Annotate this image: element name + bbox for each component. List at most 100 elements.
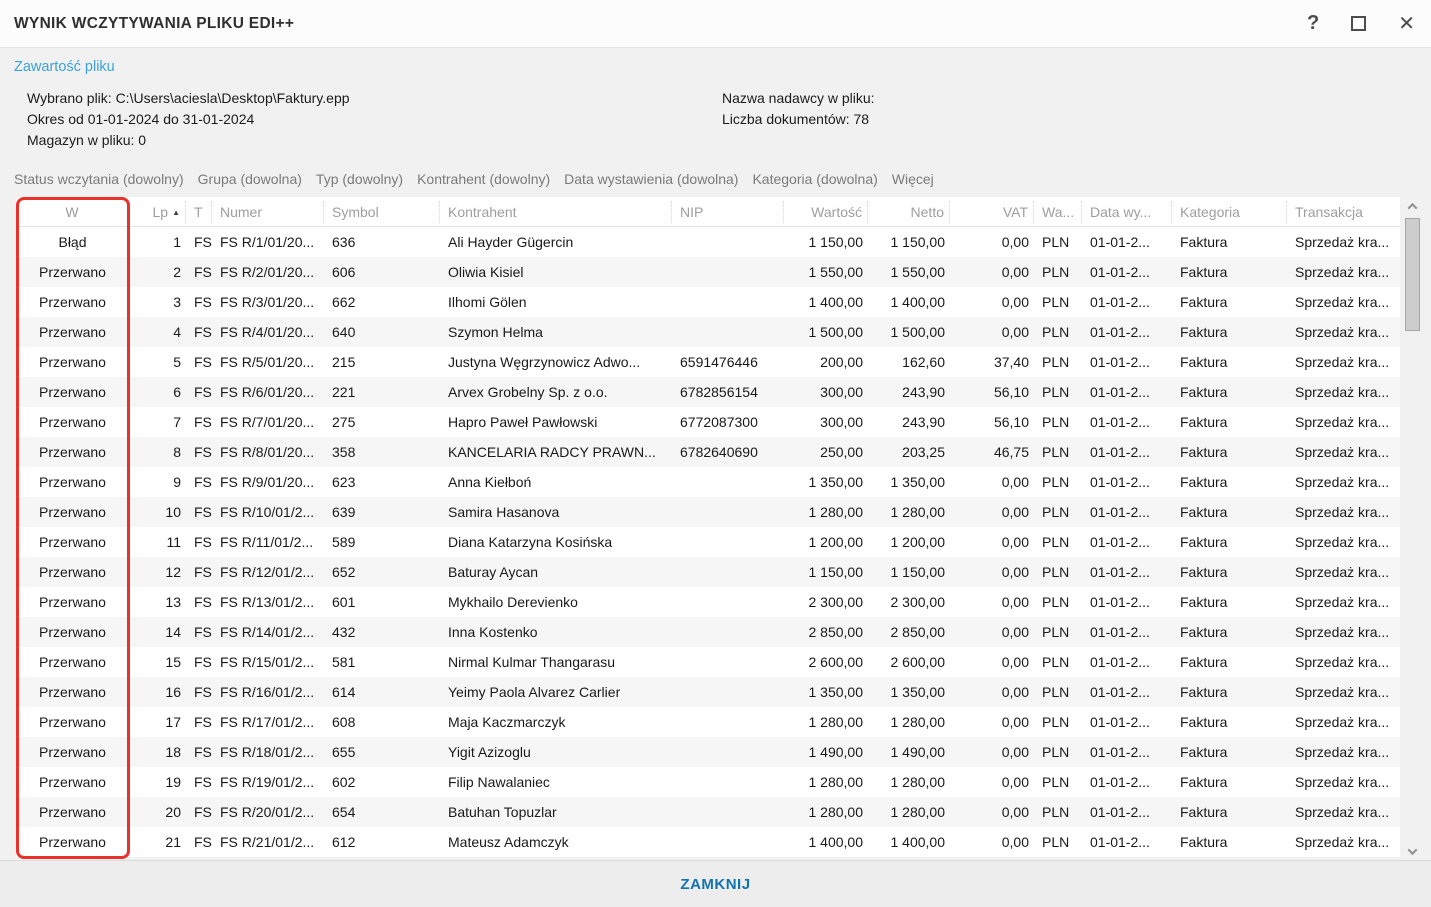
cell-kontrahent: Diana Katarzyna Kosińska [440, 534, 672, 550]
column-header-numer[interactable]: Numer [212, 201, 324, 223]
table-row[interactable]: Przerwano6FSFS R/6/01/20...221Arvex Grob… [16, 377, 1400, 407]
cell-transakcja: Sprzedaż kra... [1287, 294, 1400, 310]
cell-symbol: 608 [324, 714, 440, 730]
cell-numer: FS R/10/01/2... [212, 504, 324, 520]
scrollbar-thumb[interactable] [1405, 218, 1420, 331]
column-header-w[interactable]: W [16, 201, 129, 223]
scroll-up-icon[interactable] [1403, 197, 1422, 215]
column-header-kategoria[interactable]: Kategoria [1172, 201, 1287, 223]
cell-netto: 1 280,00 [868, 504, 950, 520]
cell-transakcja: Sprzedaż kra... [1287, 234, 1400, 250]
filter-item-5[interactable]: Data wystawienia (dowolna) [564, 171, 738, 187]
cell-numer: FS R/19/01/2... [212, 774, 324, 790]
cell-kategoria: Faktura [1172, 354, 1287, 370]
cell-data_wystawienia: 01-01-2... [1082, 654, 1172, 670]
column-header-nip[interactable]: NIP [672, 201, 784, 223]
column-header-data_wystawienia[interactable]: Data wy... [1082, 201, 1172, 223]
cell-kategoria: Faktura [1172, 774, 1287, 790]
filter-item-7[interactable]: Więcej [892, 171, 934, 187]
table-row[interactable]: Przerwano10FSFS R/10/01/2...639Samira Ha… [16, 497, 1400, 527]
cell-symbol: 601 [324, 594, 440, 610]
table-row[interactable]: Przerwano21FSFS R/21/01/2...612Mateusz A… [16, 827, 1400, 857]
cell-data_wystawienia: 01-01-2... [1082, 474, 1172, 490]
filter-item-1[interactable]: Status wczytania (dowolny) [14, 171, 184, 187]
table-row[interactable]: Przerwano7FSFS R/7/01/20...275Hapro Pawe… [16, 407, 1400, 437]
cell-w: Przerwano [16, 504, 129, 520]
column-header-kontrahent[interactable]: Kontrahent [440, 201, 672, 223]
cell-kategoria: Faktura [1172, 234, 1287, 250]
file-contents-link[interactable]: Zawartość pliku [14, 59, 115, 75]
cell-t: FS [186, 774, 212, 790]
cell-lp: 12 [129, 564, 186, 580]
cell-w: Przerwano [16, 264, 129, 280]
cell-symbol: 606 [324, 264, 440, 280]
vertical-scrollbar[interactable] [1403, 197, 1422, 860]
table-header-row: WLp▲TNumerSymbolKontrahentNIPWartośćNett… [16, 197, 1400, 227]
column-header-transakcja[interactable]: Transakcja [1287, 201, 1400, 223]
scroll-down-icon[interactable] [1403, 842, 1422, 860]
cell-transakcja: Sprzedaż kra... [1287, 774, 1400, 790]
cell-t: FS [186, 504, 212, 520]
cell-w: Przerwano [16, 384, 129, 400]
table-row[interactable]: Przerwano19FSFS R/19/01/2...602Filip Naw… [16, 767, 1400, 797]
filter-item-6[interactable]: Kategoria (dowolna) [752, 171, 877, 187]
column-header-symbol[interactable]: Symbol [324, 201, 440, 223]
zamknij-button[interactable]: ZAMKNIJ [680, 876, 750, 893]
cell-wartosc: 1 490,00 [784, 744, 868, 760]
cell-numer: FS R/21/01/2... [212, 834, 324, 850]
filter-item-4[interactable]: Kontrahent (dowolny) [417, 171, 550, 187]
table-row[interactable]: Przerwano18FSFS R/18/01/2...655Yigit Azi… [16, 737, 1400, 767]
cell-netto: 243,90 [868, 414, 950, 430]
cell-numer: FS R/11/01/2... [212, 534, 324, 550]
column-header-wartosc[interactable]: Wartość [784, 201, 868, 223]
cell-w: Przerwano [16, 564, 129, 580]
cell-wartosc: 200,00 [784, 354, 868, 370]
cell-waluta: PLN [1034, 804, 1082, 820]
table-row[interactable]: Przerwano9FSFS R/9/01/20...623Anna Kiełb… [16, 467, 1400, 497]
filter-bar: Status wczytania (dowolny) Grupa (dowolna… [14, 171, 934, 187]
cell-t: FS [186, 624, 212, 640]
cell-kategoria: Faktura [1172, 414, 1287, 430]
cell-waluta: PLN [1034, 324, 1082, 340]
table-row[interactable]: Przerwano16FSFS R/16/01/2...614Yeimy Pao… [16, 677, 1400, 707]
cell-lp: 21 [129, 834, 186, 850]
table-row[interactable]: Przerwano14FSFS R/14/01/2...432Inna Kost… [16, 617, 1400, 647]
cell-numer: FS R/5/01/20... [212, 354, 324, 370]
table-row[interactable]: Przerwano3FSFS R/3/01/20...662Ilhomi Göl… [16, 287, 1400, 317]
cell-kontrahent: Samira Hasanova [440, 504, 672, 520]
cell-kontrahent: Yeimy Paola Alvarez Carlier [440, 684, 672, 700]
column-header-t[interactable]: T [186, 201, 212, 223]
table-row[interactable]: Błąd1FSFS R/1/01/20...636Ali Hayder Güge… [16, 227, 1400, 257]
cell-w: Przerwano [16, 324, 129, 340]
column-header-waluta[interactable]: Wa... [1034, 201, 1082, 223]
table-row[interactable]: Przerwano12FSFS R/12/01/2...652Baturay A… [16, 557, 1400, 587]
documents-table: WLp▲TNumerSymbolKontrahentNIPWartośćNett… [16, 197, 1400, 857]
table-row[interactable]: Przerwano8FSFS R/8/01/20...358KANCELARIA… [16, 437, 1400, 467]
cell-wartosc: 1 400,00 [784, 834, 868, 850]
cell-symbol: 215 [324, 354, 440, 370]
column-header-vat[interactable]: VAT [950, 201, 1034, 223]
filter-item-3[interactable]: Typ (dowolny) [316, 171, 403, 187]
cell-symbol: 432 [324, 624, 440, 640]
table-row[interactable]: Przerwano17FSFS R/17/01/2...608Maja Kacz… [16, 707, 1400, 737]
help-icon[interactable]: ? [1307, 12, 1319, 35]
cell-data_wystawienia: 01-01-2... [1082, 774, 1172, 790]
table-row[interactable]: Przerwano4FSFS R/4/01/20...640Szymon Hel… [16, 317, 1400, 347]
column-header-netto[interactable]: Netto [868, 201, 950, 223]
cell-kategoria: Faktura [1172, 564, 1287, 580]
table-row[interactable]: Przerwano2FSFS R/2/01/20...606Oliwia Kis… [16, 257, 1400, 287]
cell-kontrahent: Mateusz Adamczyk [440, 834, 672, 850]
filter-item-2[interactable]: Grupa (dowolna) [198, 171, 302, 187]
cell-waluta: PLN [1034, 774, 1082, 790]
table-row[interactable]: Przerwano11FSFS R/11/01/2...589Diana Kat… [16, 527, 1400, 557]
table-row[interactable]: Przerwano20FSFS R/20/01/2...654Batuhan T… [16, 797, 1400, 827]
column-header-lp[interactable]: Lp▲ [129, 201, 186, 223]
maximize-icon[interactable] [1351, 16, 1366, 31]
cell-netto: 162,60 [868, 354, 950, 370]
table-row[interactable]: Przerwano15FSFS R/15/01/2...581Nirmal Ku… [16, 647, 1400, 677]
cell-symbol: 639 [324, 504, 440, 520]
table-row[interactable]: Przerwano5FSFS R/5/01/20...215Justyna Wę… [16, 347, 1400, 377]
close-icon[interactable]: ✕ [1398, 11, 1415, 36]
table-row[interactable]: Przerwano13FSFS R/13/01/2...601Mykhailo … [16, 587, 1400, 617]
cell-numer: FS R/6/01/20... [212, 384, 324, 400]
